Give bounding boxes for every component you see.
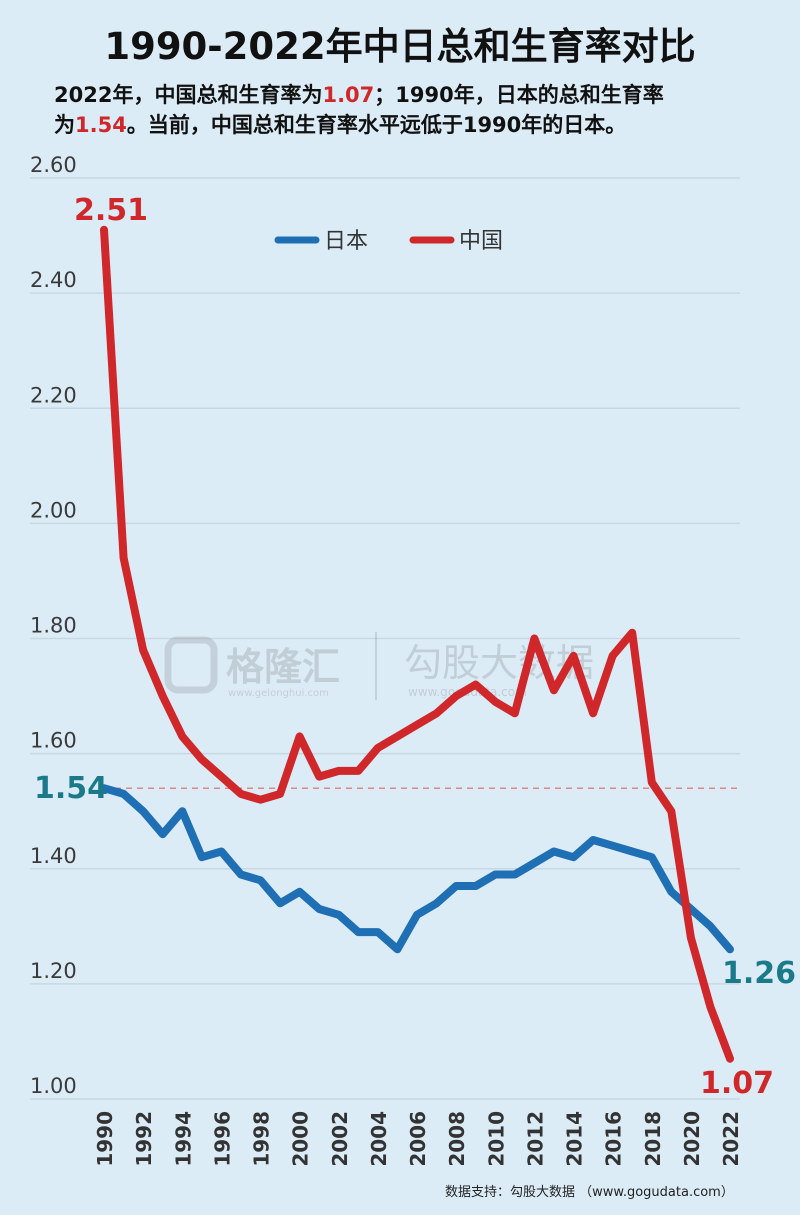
y-tick-label: 2.00 [30,498,77,522]
y-tick-label: 1.00 [30,1074,77,1098]
subtitle-text: 。当前，中国总和生育率水平远低于1990年的日本。 [126,113,627,137]
x-tick-label: 1996 [210,1111,234,1167]
y-tick-label: 1.40 [30,844,77,868]
x-tick-label: 1994 [171,1111,195,1167]
x-tick-label: 2006 [406,1111,430,1167]
subtitle-highlight: 1.07 [322,83,375,107]
data-label: 1.54 [34,771,108,806]
data-label: 1.07 [700,1066,774,1101]
x-tick-label: 1990 [93,1111,117,1167]
subtitle: 2022年，中国总和生育率为1.07；1990年，日本的总和生育率 为1.54。… [54,80,774,140]
china-series-line [100,225,734,1063]
x-tick-label: 2010 [484,1111,508,1167]
x-tick-label: 2008 [445,1111,469,1167]
x-tick-label: 2002 [328,1111,352,1167]
subtitle-line-2: 为1.54。当前，中国总和生育率水平远低于1990年的日本。 [54,110,774,140]
subtitle-text: 2022年，中国总和生育率为 [54,83,323,107]
subtitle-text: ；1990年，日本的总和生育率 [374,83,664,107]
y-tick-label: 2.20 [30,383,77,407]
x-tick-label: 2004 [367,1111,391,1167]
series-layer [100,225,734,1063]
x-tick-label: 2014 [563,1111,587,1167]
x-tick-label: 1992 [132,1111,156,1167]
data-label: 2.51 [74,193,148,228]
y-tick-label: 1.60 [30,729,77,753]
subtitle-text: 为 [54,113,75,137]
x-tick-label: 2016 [602,1111,626,1167]
x-tick-label: 1998 [250,1111,274,1167]
grid [30,177,740,1100]
x-tick-label: 2020 [680,1111,704,1167]
watermark-left-url: www.gelonghui.com [228,688,329,699]
subtitle-line-1: 2022年，中国总和生育率为1.07；1990年，日本的总和生育率 [54,80,774,110]
x-tick-label: 2018 [641,1111,665,1167]
annotations: 2.51 1.54 1.26 1.07 [34,193,796,1101]
x-tick-label: 2022 [719,1111,743,1167]
subtitle-highlight: 1.54 [75,113,127,137]
y-tick-label: 1.80 [30,614,77,638]
x-tick-label: 2000 [289,1111,313,1167]
japan-series-line [100,784,734,954]
data-label: 1.26 [722,956,796,991]
watermark-left-brand: 格隆汇 [226,645,340,689]
y-tick-label: 1.20 [30,959,77,983]
x-axis: 1990 1992 1994 1996 1998 2000 2002 2004 2006 2008… [93,1111,743,1167]
data-source: 数据支持：勾股大数据 （www.gogudata.com） [445,1185,734,1200]
legend: 日本 中国 [274,229,503,254]
page-title: 1990-2022年中日总和生育率对比 [104,25,696,68]
y-axis: 1.00 1.20 1.40 1.60 1.80 2.00 2.20 2.40 2.60 [30,153,77,1098]
y-tick-label: 2.60 [30,153,77,177]
china-legend-label: 中国 [459,229,503,254]
watermark-logo-icon [164,636,218,694]
japan-legend-label: 日本 [324,229,368,254]
y-tick-label: 2.40 [30,268,77,292]
x-tick-label: 2012 [523,1111,547,1167]
